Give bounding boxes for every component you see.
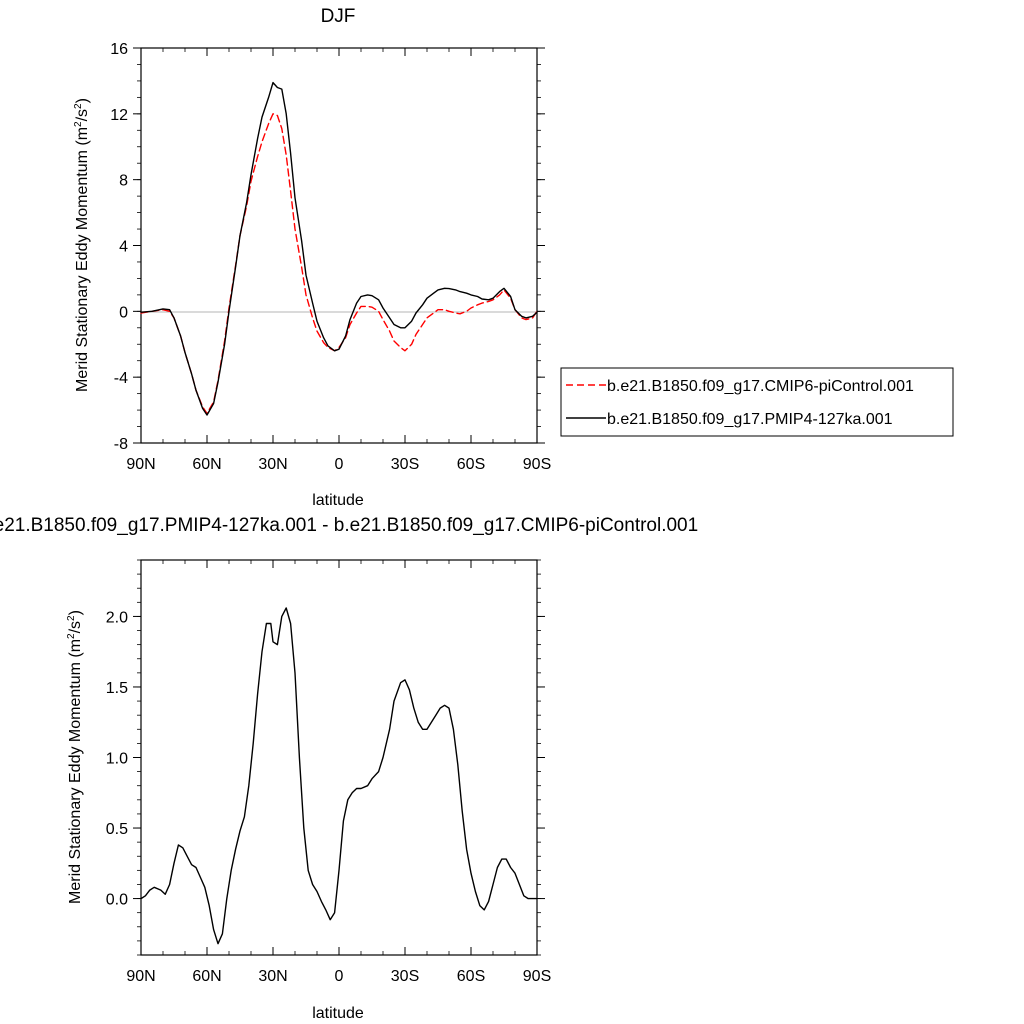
- y-tick-label: 0.5: [106, 821, 128, 838]
- top-panel: DJF 90N 60N 30N 0 30S 60S 90S 16 12 8 4 0 -4 -8 latit…: [73, 6, 954, 509]
- top-plot-frame: [140, 47, 538, 444]
- y-tick-label: 16: [110, 41, 128, 58]
- x-tick-label: 30S: [391, 968, 419, 985]
- bottom-panel: b.e21.B1850.f09_g17.PMIP4-127ka.001 - b.…: [0, 515, 698, 1022]
- x-tick-label: 30N: [258, 968, 287, 985]
- legend-box: [560, 367, 954, 437]
- y-tick-label: 1.5: [106, 680, 128, 697]
- top-y-axis-label: Merid Stationary Eddy Momentum (m2/s2): [73, 98, 91, 392]
- top-x-axis-label: latitude: [312, 492, 364, 509]
- x-tick-label: 90S: [523, 456, 551, 473]
- legend: b.e21.B1850.f09_g17.CMIP6-piControl.001 …: [560, 367, 954, 437]
- y-tick-label: 0.0: [106, 892, 128, 909]
- x-tick-label: 0: [335, 456, 344, 473]
- x-tick-label: 60N: [192, 456, 221, 473]
- top-series-line-0: [140, 113, 538, 415]
- x-tick-label: 60S: [457, 968, 485, 985]
- y-tick-label: -4: [114, 370, 128, 387]
- legend-label-piControl: b.e21.B1850.f09_g17.CMIP6-piControl.001: [607, 378, 914, 395]
- x-tick-label: 30N: [258, 456, 287, 473]
- bottom-x-axis-label: latitude: [312, 1005, 364, 1022]
- y-tick-label: 12: [110, 107, 128, 124]
- x-tick-label: 0: [335, 968, 344, 985]
- x-tick-label: 90N: [126, 456, 155, 473]
- y-tick-label: 1.0: [106, 751, 128, 768]
- x-tick-label: 30S: [391, 456, 419, 473]
- y-tick-label: 2.0: [106, 609, 128, 626]
- x-tick-label: 60S: [457, 456, 485, 473]
- y-tick-label: 4: [119, 239, 128, 256]
- y-tick-label: -8: [114, 436, 128, 453]
- top-series-line-1: [140, 81, 538, 416]
- bottom-chart-title: b.e21.B1850.f09_g17.PMIP4-127ka.001 - b.…: [0, 515, 698, 536]
- bottom-y-axis-label: Merid Stationary Eddy Momentum (m2/s2): [66, 610, 84, 904]
- bottom-plot-frame: [140, 559, 538, 956]
- y-tick-label: 8: [119, 173, 128, 190]
- x-tick-label: 60N: [192, 968, 221, 985]
- x-tick-label: 90N: [126, 968, 155, 985]
- y-tick-label: 0: [119, 304, 128, 321]
- x-tick-label: 90S: [523, 968, 551, 985]
- top-chart-title: DJF: [321, 6, 356, 27]
- bottom-series-line-0: [140, 607, 538, 945]
- legend-label-127ka: b.e21.B1850.f09_g17.PMIP4-127ka.001: [607, 411, 893, 428]
